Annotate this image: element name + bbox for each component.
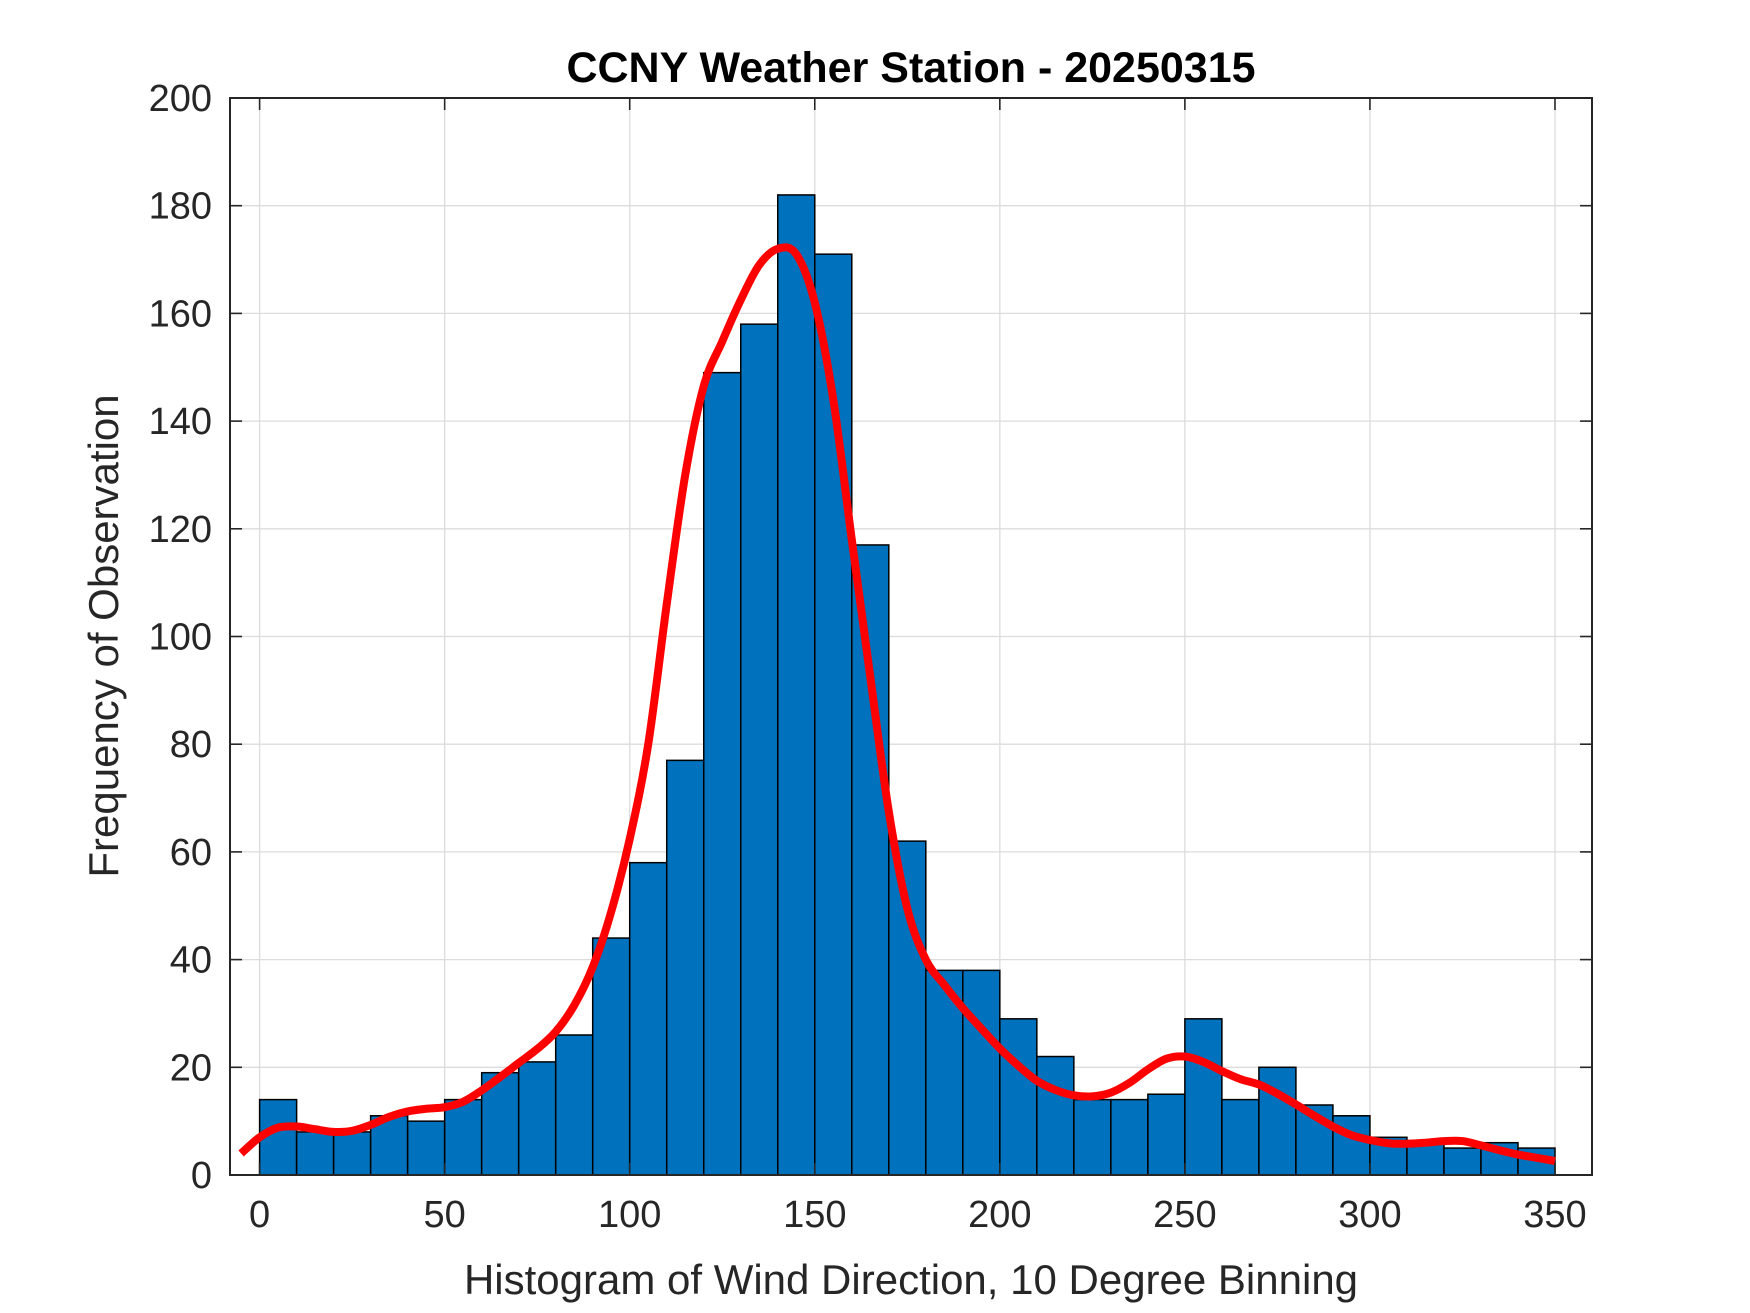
y-tick-label: 200 bbox=[149, 78, 212, 120]
histogram-bar bbox=[665, 759, 705, 1176]
y-tick-labels: 0 20 40 60 80 100 120 140 160 180 200 bbox=[149, 78, 212, 1197]
x-tick-label: 350 bbox=[1523, 1194, 1586, 1236]
y-tick-label: 80 bbox=[170, 724, 212, 766]
x-tick-label: 50 bbox=[424, 1194, 466, 1236]
histogram-bar bbox=[1184, 1018, 1223, 1176]
histogram-bar bbox=[1036, 1055, 1075, 1176]
y-axis-label: Frequency of Observation bbox=[80, 394, 127, 877]
y-tick-label: 100 bbox=[149, 617, 212, 659]
histogram-bar bbox=[554, 1034, 594, 1176]
histogram-bar bbox=[406, 1120, 446, 1176]
x-tick-label: 100 bbox=[598, 1194, 661, 1236]
histogram-bar bbox=[1295, 1104, 1334, 1176]
axis-ticks bbox=[230, 97, 1592, 1176]
histogram-bar bbox=[332, 1131, 372, 1176]
histogram-bar bbox=[1332, 1115, 1371, 1176]
histogram-bar bbox=[1221, 1098, 1260, 1176]
y-tick-label: 0 bbox=[191, 1155, 212, 1197]
y-tick-label: 160 bbox=[149, 293, 212, 335]
histogram-bar bbox=[628, 861, 668, 1176]
y-tick-label: 60 bbox=[170, 832, 212, 874]
histogram-bar bbox=[962, 969, 1001, 1176]
x-tick-labels: 0 50 100 150 200 250 300 350 bbox=[249, 1194, 1587, 1236]
histogram-bar bbox=[1110, 1098, 1149, 1176]
y-tick-label: 180 bbox=[149, 186, 212, 228]
histogram-bars bbox=[258, 194, 1556, 1176]
histogram-bar bbox=[851, 544, 890, 1176]
chart-title: CCNY Weather Station - 20250315 bbox=[566, 44, 1255, 92]
x-tick-label: 150 bbox=[783, 1194, 846, 1236]
histogram-bar bbox=[1443, 1147, 1482, 1176]
histogram-bar bbox=[591, 937, 631, 1176]
histogram-bar bbox=[295, 1131, 335, 1176]
x-tick-label: 200 bbox=[968, 1194, 1031, 1236]
x-axis-label: Histogram of Wind Direction, 10 Degree B… bbox=[464, 1256, 1358, 1303]
histogram-bar bbox=[999, 1018, 1038, 1176]
density-curve bbox=[238, 243, 1556, 1165]
histogram-bar bbox=[517, 1061, 557, 1176]
y-tick-label: 140 bbox=[149, 401, 212, 443]
histogram-bar bbox=[1073, 1098, 1112, 1176]
histogram-bar bbox=[740, 323, 779, 1176]
x-tick-label: 250 bbox=[1153, 1194, 1216, 1236]
histogram-bar bbox=[777, 194, 816, 1176]
histogram-bar bbox=[1147, 1093, 1186, 1176]
y-tick-label: 120 bbox=[149, 509, 212, 551]
histogram-bar bbox=[702, 371, 742, 1176]
density-curve-layer bbox=[238, 243, 1556, 1165]
y-tick-label: 40 bbox=[170, 940, 212, 982]
x-tick-label: 300 bbox=[1338, 1194, 1401, 1236]
histogram-bar bbox=[443, 1098, 483, 1176]
x-tick-label: 0 bbox=[249, 1194, 270, 1236]
y-tick-label: 20 bbox=[170, 1047, 212, 1089]
